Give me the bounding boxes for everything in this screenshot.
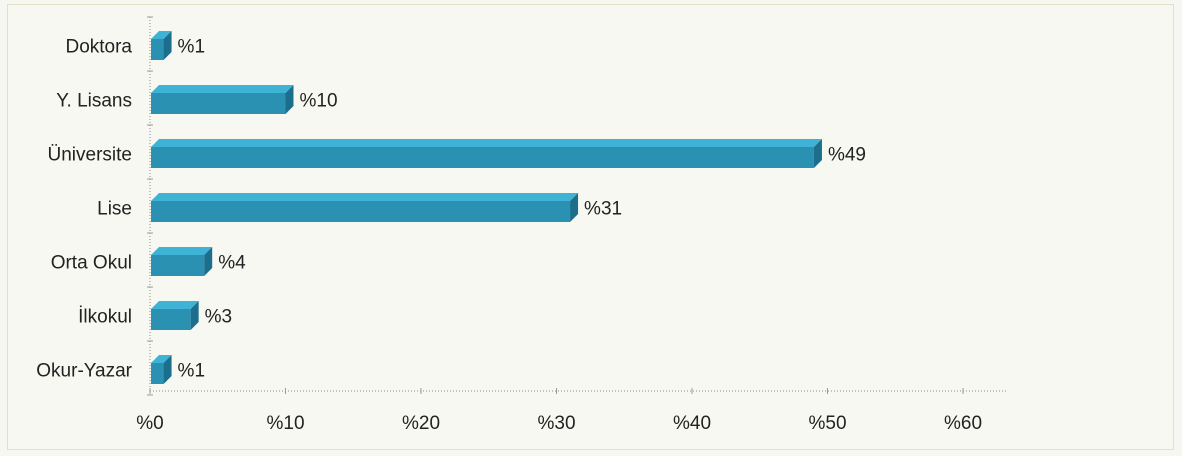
x-tick-label: %0 [136,413,163,434]
category-label: Y. Lisans [56,91,132,112]
value-label: %1 [178,37,205,58]
bar [151,201,571,222]
bar-top-face [151,31,172,39]
value-label: %4 [218,253,246,274]
value-label: %10 [300,91,338,112]
x-tick-label: %10 [266,413,304,434]
x-tick-label: %20 [402,413,440,434]
category-label: Okur-Yazar [36,361,132,382]
bar-top-face [151,355,172,363]
bar-side-face [204,247,213,276]
x-tick-label: %40 [673,413,711,434]
chart-frame: %0 %10 %20 %30 %40 %50 %60 Doktora %1 Y. Lisans %1… [7,4,1174,450]
x-tick-label: %50 [808,413,846,434]
x-tick-label: %60 [944,413,982,434]
x-tick-label: %30 [537,413,575,434]
bar [151,39,164,60]
bar-side-face [813,139,822,168]
bar-top-face [151,301,199,309]
value-label: %49 [828,145,866,166]
category-label: İlkokul [78,307,132,328]
bar-top-face [151,139,822,147]
bar [151,93,286,114]
bar [151,363,164,384]
bar-top-face [151,193,579,201]
value-label: %1 [178,361,205,382]
bar-top-face [151,247,213,255]
value-label: %31 [584,199,622,220]
bar [151,309,191,330]
category-label: Orta Okul [51,253,132,274]
bar [151,255,205,276]
bar-top-face [151,85,294,93]
bar-side-face [163,355,172,384]
value-label: %3 [205,307,232,328]
bar-side-face [285,85,294,114]
bar-chart: %0 %10 %20 %30 %40 %50 %60 Doktora %1 Y. Lisans %1… [36,16,1008,434]
bar-side-face [163,31,172,60]
bar [151,147,814,168]
category-label: Doktora [65,37,132,58]
category-label: Lise [97,199,132,220]
category-label: Üniversite [48,145,132,166]
bar-side-face [570,193,579,222]
bar-side-face [190,301,199,330]
